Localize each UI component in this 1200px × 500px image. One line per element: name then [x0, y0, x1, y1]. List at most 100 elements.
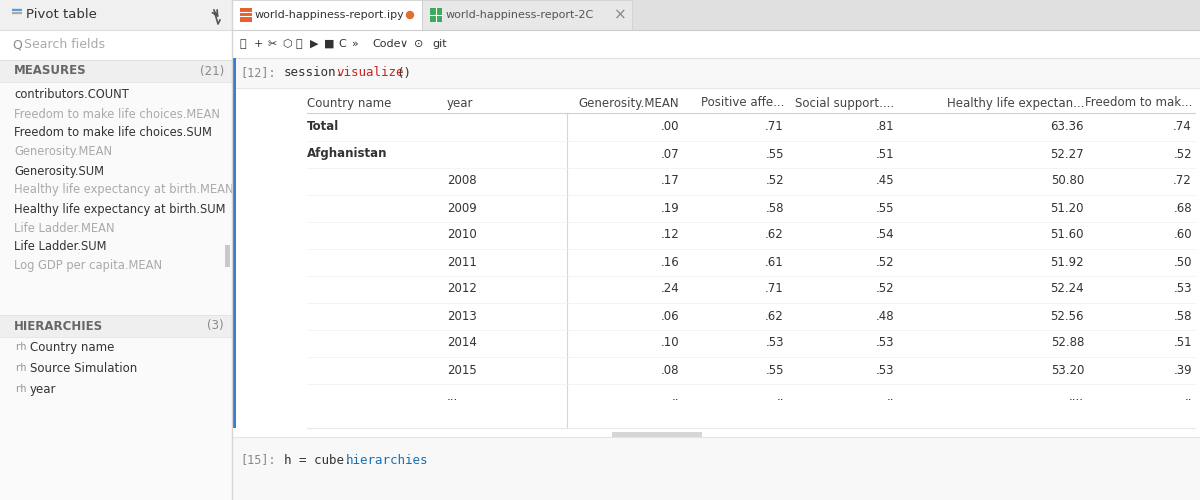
Text: .52: .52 [875, 256, 894, 268]
Text: ..: .. [1184, 390, 1192, 404]
Text: visualize: visualize [336, 66, 403, 80]
Bar [422, 0, 632, 30]
Text: 2010: 2010 [446, 228, 476, 241]
Text: .60: .60 [1174, 228, 1192, 241]
Text: .68: .68 [1174, 202, 1192, 214]
Text: .81: .81 [875, 120, 894, 134]
Text: Freedom to make life choices.MEAN: Freedom to make life choices.MEAN [14, 108, 220, 120]
Bar [12, 8, 22, 11]
Text: 52.24: 52.24 [1050, 282, 1084, 296]
Text: world-happiness-report-2C: world-happiness-report-2C [446, 10, 594, 20]
Text: .12: .12 [660, 228, 679, 241]
Text: .62: .62 [766, 310, 784, 322]
Bar [0, 30, 232, 60]
Text: rh: rh [14, 342, 26, 352]
Text: ∨: ∨ [400, 39, 408, 49]
Text: 52.56: 52.56 [1050, 310, 1084, 322]
Text: .58: .58 [766, 202, 784, 214]
Circle shape [407, 12, 414, 18]
Text: 51.60: 51.60 [1050, 228, 1084, 241]
Text: ....: .... [1069, 390, 1084, 404]
Text: 63.36: 63.36 [1050, 120, 1084, 134]
Text: .71: .71 [766, 282, 784, 296]
Text: .17: .17 [660, 174, 679, 188]
Text: .62: .62 [766, 228, 784, 241]
Text: +: + [254, 39, 263, 49]
Text: Q: Q [12, 38, 22, 52]
Text: »: » [352, 39, 359, 49]
Text: Log GDP per capita.MEAN: Log GDP per capita.MEAN [14, 260, 162, 272]
Text: Source Simulation: Source Simulation [30, 362, 137, 374]
Text: Country name: Country name [307, 96, 391, 110]
Text: .53: .53 [766, 336, 784, 349]
Text: (3): (3) [208, 320, 224, 332]
Bar [0, 315, 232, 337]
Text: 2015: 2015 [446, 364, 476, 376]
Text: .58: .58 [1174, 310, 1192, 322]
Text: .72: .72 [1174, 174, 1192, 188]
Text: 2009: 2009 [446, 202, 476, 214]
Text: year: year [30, 382, 56, 396]
Text: Life Ladder.SUM: Life Ladder.SUM [14, 240, 107, 254]
Text: [12]:: [12]: [240, 66, 276, 80]
Bar [232, 88, 1200, 428]
Text: year: year [446, 96, 474, 110]
Text: Social support....: Social support.... [794, 96, 894, 110]
Text: .19: .19 [660, 202, 679, 214]
Text: ..: .. [672, 390, 679, 404]
Text: contributors.COUNT: contributors.COUNT [14, 88, 128, 102]
Text: 2013: 2013 [446, 310, 476, 322]
Text: Freedom to make life choices.SUM: Freedom to make life choices.SUM [14, 126, 212, 140]
Text: 53.20: 53.20 [1051, 364, 1084, 376]
Text: MEASURES: MEASURES [14, 64, 86, 78]
Text: .39: .39 [1174, 364, 1192, 376]
Text: .61: .61 [766, 256, 784, 268]
Text: rh: rh [14, 363, 26, 373]
Text: world-happiness-report.ipy: world-happiness-report.ipy [256, 10, 404, 20]
Text: C: C [338, 39, 346, 49]
Text: HIERARCHIES: HIERARCHIES [14, 320, 103, 332]
Text: .07: .07 [660, 148, 679, 160]
Text: (): () [396, 66, 410, 80]
Text: ▶: ▶ [310, 39, 318, 49]
Bar [226, 245, 230, 267]
Text: .08: .08 [660, 364, 679, 376]
Text: ..: .. [887, 390, 894, 404]
Text: .10: .10 [660, 336, 679, 349]
Text: ⬡: ⬡ [282, 39, 292, 49]
Text: 2008: 2008 [446, 174, 476, 188]
Text: .06: .06 [660, 310, 679, 322]
Bar [12, 8, 22, 15]
Text: .54: .54 [875, 228, 894, 241]
Text: Generosity.MEAN: Generosity.MEAN [578, 96, 679, 110]
Text: git: git [432, 39, 446, 49]
Bar [0, 0, 232, 30]
Text: .51: .51 [875, 148, 894, 160]
Text: Pivot table: Pivot table [26, 8, 97, 22]
Bar [232, 0, 1200, 30]
Text: .00: .00 [660, 120, 679, 134]
Text: Country name: Country name [30, 340, 114, 353]
Text: (21): (21) [199, 64, 224, 78]
Bar [232, 437, 1200, 500]
Bar [430, 8, 442, 22]
Text: Positive affe...: Positive affe... [701, 96, 784, 110]
Text: ■: ■ [324, 39, 335, 49]
Text: .55: .55 [876, 202, 894, 214]
Text: .45: .45 [875, 174, 894, 188]
Text: Total: Total [307, 120, 340, 134]
Text: 52.88: 52.88 [1051, 336, 1084, 349]
Text: Healthy life expectan...: Healthy life expectan... [947, 96, 1084, 110]
Text: [15]:: [15]: [240, 454, 276, 466]
Text: .53: .53 [876, 364, 894, 376]
Text: rh: rh [14, 384, 26, 394]
Text: .52: .52 [766, 174, 784, 188]
Text: 51.92: 51.92 [1050, 256, 1084, 268]
Bar [232, 58, 1200, 88]
Text: Generosity.MEAN: Generosity.MEAN [14, 146, 112, 158]
Text: Healthy life expectancy at birth.SUM: Healthy life expectancy at birth.SUM [14, 202, 226, 215]
Text: 2011: 2011 [446, 256, 476, 268]
Bar [240, 8, 252, 22]
Text: .53: .53 [1174, 282, 1192, 296]
Text: Freedom to mak...: Freedom to mak... [1085, 96, 1192, 110]
